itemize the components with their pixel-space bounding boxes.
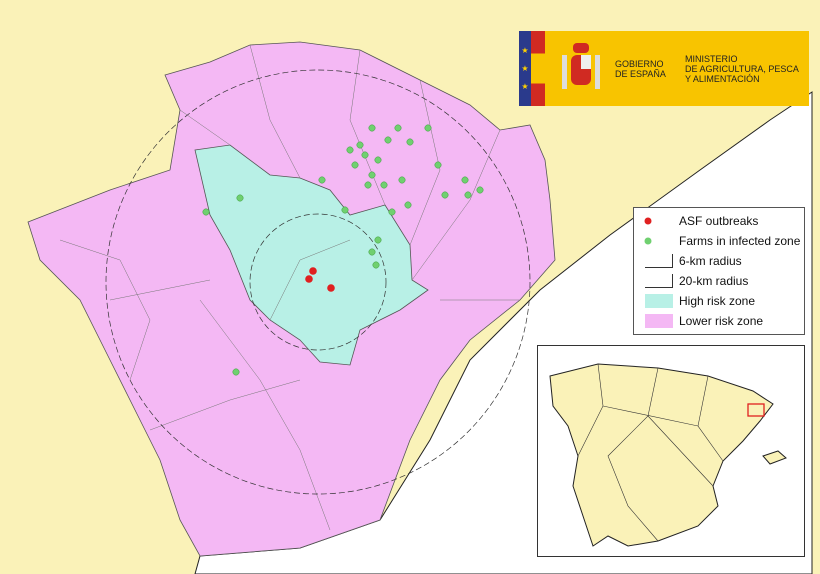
farm-point: [368, 248, 376, 256]
study-area-marker: [747, 403, 765, 417]
legend-label: 6-km radius: [679, 254, 742, 268]
farm-point: [341, 206, 349, 214]
farm-point: [374, 156, 382, 164]
outbreak-point: [305, 275, 313, 283]
farm-point: [461, 176, 469, 184]
farm-point: [374, 236, 382, 244]
farm-point: [368, 171, 376, 179]
farm-point: [351, 161, 359, 169]
farm-point: [394, 124, 402, 132]
farm-point: [434, 161, 442, 169]
government-logo: ★ ★ ★ GOBIERNO DE ESPAÑA MINISTERIO DE AGRIC…: [519, 31, 809, 106]
farm-point: [441, 191, 449, 199]
radius-20km: [105, 69, 531, 495]
legend-label: 20-km radius: [679, 274, 749, 288]
outbreak-point: [327, 284, 335, 292]
farm-dot-icon: [644, 234, 673, 248]
farm-point: [398, 176, 406, 184]
outbreak-point: [309, 267, 317, 275]
lower-risk-swatch: [645, 314, 673, 328]
high-risk-swatch: [645, 294, 673, 308]
farm-point: [232, 368, 240, 376]
farm-point: [424, 124, 432, 132]
coat-of-arms-icon: [559, 41, 603, 97]
farm-point: [372, 261, 380, 269]
farm-point: [361, 151, 369, 159]
farm-point: [406, 138, 414, 146]
outbreak-dot-icon: [644, 214, 673, 228]
farm-point: [404, 201, 412, 209]
radius-6km: [249, 213, 387, 351]
farm-point: [364, 181, 372, 189]
logo-text: DE ESPAÑA: [615, 68, 666, 79]
spain-locator-map: [537, 345, 805, 557]
farm-point: [384, 136, 392, 144]
farm-point: [236, 194, 244, 202]
legend-label: High risk zone: [679, 294, 756, 308]
line-icon: [645, 274, 673, 288]
legend: ASF outbreaks Farms in infected zone 6-k…: [633, 207, 805, 335]
logo-text: GOBIERNO: [615, 58, 664, 69]
farm-point: [380, 181, 388, 189]
line-icon: [645, 254, 673, 268]
legend-label: ASF outbreaks: [679, 214, 759, 228]
legend-label: Lower risk zone: [679, 314, 764, 328]
farm-point: [464, 191, 472, 199]
ministry-text: Y ALIMENTACIÓN: [685, 73, 760, 84]
ministry-text: DE AGRICULTURA, PESCA: [685, 63, 799, 74]
farm-point: [388, 208, 396, 216]
legend-label: Farms in infected zone: [679, 234, 801, 248]
farm-point: [368, 124, 376, 132]
farm-point: [356, 141, 364, 149]
farm-point: [346, 146, 354, 154]
farm-point: [202, 208, 210, 216]
ministry-text: MINISTERIO: [685, 53, 738, 64]
eu-flag-icon: ★ ★ ★: [519, 31, 545, 106]
farm-point: [476, 186, 484, 194]
farm-point: [318, 176, 326, 184]
